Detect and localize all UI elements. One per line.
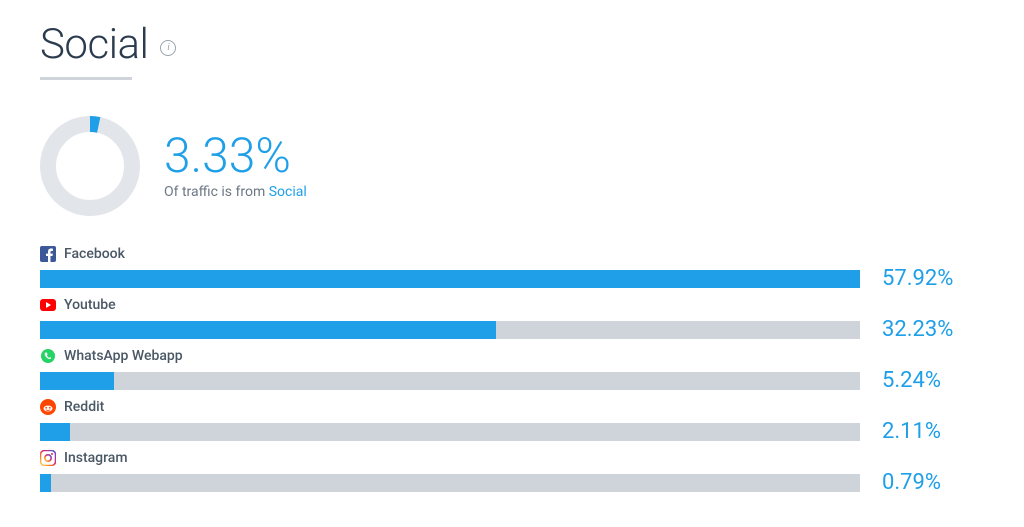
facebook-icon	[40, 246, 56, 262]
bar-fill	[40, 321, 496, 339]
social-row: Youtube 32.23%	[40, 297, 984, 342]
summary-subtext: Of traffic is from Social	[164, 184, 307, 200]
row-body: 2.11%	[40, 419, 984, 444]
row-label: Youtube	[64, 297, 116, 313]
row-head: WhatsApp Webapp	[40, 348, 984, 364]
social-rows: Facebook 57.92% Youtube 32.23% WhatsApp Weba…	[40, 246, 984, 495]
row-percent: 57.92%	[882, 266, 982, 291]
header: Social i	[40, 20, 984, 69]
page-title: Social	[40, 20, 148, 69]
bar-track	[40, 372, 860, 390]
donut-chart	[40, 116, 140, 216]
title-underline	[40, 77, 132, 80]
bar-track	[40, 270, 860, 288]
bar-fill	[40, 270, 860, 288]
social-row: Facebook 57.92%	[40, 246, 984, 291]
youtube-icon	[40, 297, 56, 313]
subtext-link[interactable]: Social	[269, 184, 307, 200]
bar-fill	[40, 423, 70, 441]
row-label: Instagram	[64, 450, 128, 466]
row-label: Facebook	[64, 246, 125, 262]
row-head: Facebook	[40, 246, 984, 262]
row-label: Reddit	[64, 399, 104, 415]
row-head: Reddit	[40, 399, 984, 415]
row-percent: 32.23%	[882, 317, 982, 342]
reddit-icon	[40, 399, 56, 415]
whatsapp-icon	[40, 348, 56, 364]
row-head: Youtube	[40, 297, 984, 313]
row-body: 5.24%	[40, 368, 984, 393]
bar-track	[40, 423, 860, 441]
social-row: Instagram 0.79%	[40, 450, 984, 495]
bar-fill	[40, 372, 114, 390]
social-row: Reddit 2.11%	[40, 399, 984, 444]
row-percent: 2.11%	[882, 419, 982, 444]
row-body: 0.79%	[40, 470, 984, 495]
row-percent: 5.24%	[882, 368, 982, 393]
row-label: WhatsApp Webapp	[64, 348, 183, 364]
summary-percent: 3.33%	[164, 132, 307, 180]
bar-fill	[40, 474, 51, 492]
social-row: WhatsApp Webapp 5.24%	[40, 348, 984, 393]
row-head: Instagram	[40, 450, 984, 466]
instagram-icon	[40, 450, 56, 466]
row-body: 32.23%	[40, 317, 984, 342]
bar-track	[40, 474, 860, 492]
row-body: 57.92%	[40, 266, 984, 291]
subtext-prefix: Of traffic is from	[164, 184, 269, 200]
info-icon[interactable]: i	[160, 40, 176, 56]
summary-block: 3.33% Of traffic is from Social	[40, 116, 984, 216]
row-percent: 0.79%	[882, 470, 982, 495]
bar-track	[40, 321, 860, 339]
summary-text: 3.33% Of traffic is from Social	[164, 132, 307, 200]
